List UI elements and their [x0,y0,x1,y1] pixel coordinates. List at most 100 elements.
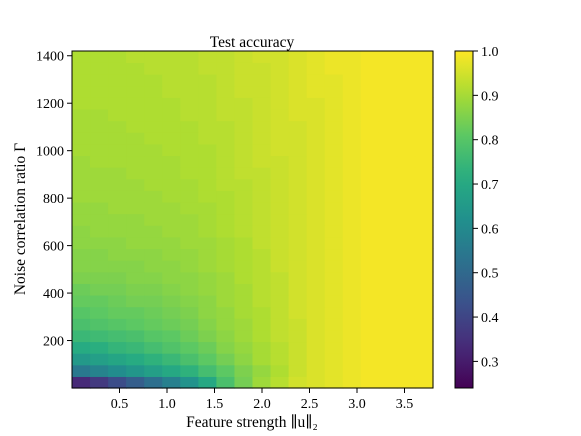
heatmap-cell [216,74,236,87]
heatmap-cell [198,376,217,389]
heatmap-cell [288,271,308,284]
heatmap-cell [288,120,308,133]
heatmap-cell [342,364,362,377]
heatmap-cell [252,155,272,168]
heatmap-cell [396,260,416,273]
heatmap-cell [252,167,272,180]
colorbar [455,51,473,388]
heatmap-cell [90,62,109,75]
heatmap-cell [234,283,254,296]
heatmap-cell [90,120,109,133]
heatmap-cell [72,260,91,273]
heatmap-cell [378,120,398,133]
heatmap-cell [306,143,326,157]
heatmap-cell [414,62,434,75]
heatmap-cell [396,236,416,250]
heatmap-cell [342,51,362,63]
heatmap-cell [288,260,308,273]
heatmap-cell [414,376,434,389]
heatmap-cell [288,341,308,354]
heatmap-cell [198,225,217,238]
heatmap-cell [324,85,344,98]
heatmap-cell [252,178,272,191]
heatmap-cell [306,120,326,133]
heatmap-cell [342,85,362,98]
heatmap-cell [216,167,236,180]
heatmap-cell [162,108,181,122]
heatmap-cell [270,329,290,343]
heatmap-cell [252,318,272,331]
heatmap-cell [180,120,199,133]
heatmap-cell [198,167,217,180]
heatmap-cell [306,201,326,215]
heatmap-cell [342,62,362,75]
heatmap-cell [342,353,362,366]
heatmap-cell [126,283,145,296]
heatmap-cell [216,364,236,377]
heatmap-cell [108,318,127,331]
heatmap-cell [144,62,163,75]
heatmap-cell [414,74,434,87]
y-tick-label: 200 [43,335,64,350]
heatmap-cell [324,108,344,122]
heatmap-cell [144,306,163,319]
heatmap-cell [414,236,434,250]
heatmap-cell [72,364,91,377]
heatmap-cell [144,190,163,203]
heatmap-cell [288,155,308,168]
heatmap-cell [360,108,380,122]
heatmap-cell [360,364,380,377]
heatmap-cell [252,97,272,110]
heatmap-cell [108,155,127,168]
heatmap-cell [216,201,236,215]
heatmap-cells [72,51,434,389]
heatmap-cell [288,178,308,191]
heatmap-cell [162,353,181,366]
heatmap-cell [306,62,326,75]
heatmap-cell [126,213,145,226]
x-tick-label: 3.5 [396,397,414,412]
heatmap-cell [378,283,398,296]
colorbar-tick-label: 0.8 [481,134,499,149]
heatmap-cell [270,236,290,250]
heatmap-cell [342,248,362,261]
heatmap-cell [180,271,199,284]
heatmap-cell [324,74,344,87]
heatmap-cell [306,306,326,319]
heatmap-cell [378,294,398,308]
heatmap-cell [324,236,344,250]
heatmap-cell [360,97,380,110]
heatmap-cell [234,74,254,87]
heatmap-cell [198,97,217,110]
heatmap-cell [414,108,434,122]
heatmap-cell [270,225,290,238]
heatmap-cell [72,74,91,87]
heatmap-cell [108,260,127,273]
heatmap-cell [162,132,181,145]
heatmap-cell [270,364,290,377]
x-tick-label: 2.5 [301,397,319,412]
heatmap-cell [198,283,217,296]
heatmap-cell [144,108,163,122]
heatmap-cell [234,51,254,63]
heatmap-cell [144,201,163,215]
heatmap-cell [324,294,344,308]
heatmap-cell [144,248,163,261]
heatmap-cell [414,341,434,354]
heatmap-cell [90,225,109,238]
heatmap-cell [324,376,344,389]
heatmap-cell [126,364,145,377]
heatmap-cell [198,248,217,261]
heatmap-cell [108,108,127,122]
heatmap-cell [396,353,416,366]
heatmap-cell [288,190,308,203]
heatmap-cell [198,143,217,157]
heatmap-cell [126,74,145,87]
heatmap-cell [126,132,145,145]
heatmap-cell [180,306,199,319]
heatmap-cell [396,85,416,98]
heatmap-cell [288,132,308,145]
heatmap-cell [378,225,398,238]
heatmap-cell [306,167,326,180]
heatmap-cell [90,376,109,389]
